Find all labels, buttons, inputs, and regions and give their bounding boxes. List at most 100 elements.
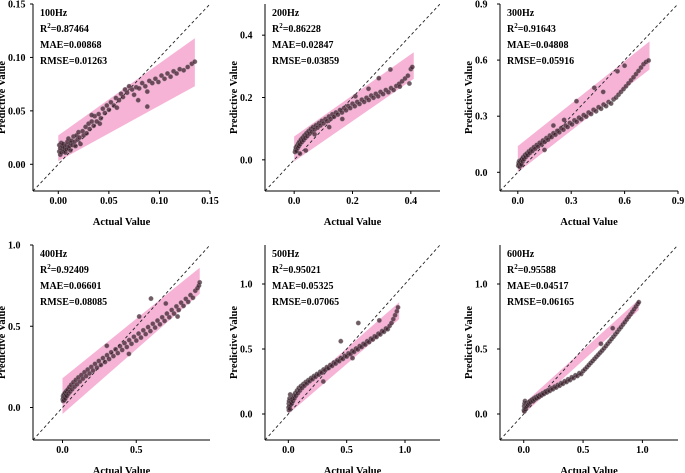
x-tick-label: 0.10	[151, 196, 169, 207]
r2-value: =0.95588	[518, 265, 556, 276]
data-point	[83, 373, 89, 379]
data-point	[150, 321, 156, 327]
x-tick-label: 0.00	[50, 196, 68, 207]
data-point	[380, 91, 386, 97]
data-point	[159, 73, 164, 79]
x-axis-title: Actual Value	[93, 217, 151, 228]
r2-label: R	[40, 24, 48, 35]
data-point	[144, 104, 150, 110]
identity-line	[500, 245, 678, 440]
x-tick-label: 0.6	[618, 196, 631, 207]
data-point	[76, 129, 81, 135]
data-point	[339, 116, 345, 122]
data-point	[569, 121, 575, 127]
data-point	[120, 94, 126, 100]
data-point	[113, 346, 119, 352]
panel-500hz: 0.0 0.5 1.0 0.0 0.5 1.0 Actual Value Predictive…	[229, 245, 440, 473]
data-point	[104, 103, 110, 108]
r2-stat: R2=0.91643	[507, 22, 556, 35]
data-point	[615, 68, 620, 74]
data-point	[145, 324, 151, 330]
data-point	[155, 318, 160, 324]
y-tick-label: 0.5	[240, 345, 253, 356]
data-point	[550, 123, 556, 128]
data-point	[73, 143, 78, 149]
panel-title: 100Hz	[40, 8, 68, 19]
data-point	[108, 349, 114, 355]
y-axis-title: Predictive Value	[0, 61, 8, 134]
x-axis-title: Actual Value	[560, 217, 618, 228]
plot-area	[33, 4, 210, 191]
data-point	[129, 341, 134, 347]
data-point	[181, 303, 186, 309]
data-point	[83, 124, 89, 130]
data-point	[129, 87, 135, 92]
x-tick-label: 0.05	[100, 196, 118, 207]
identity-line	[500, 4, 678, 191]
data-point	[149, 80, 155, 86]
mae-stat: MAE=0.04517	[507, 281, 569, 292]
data-point	[395, 304, 401, 310]
data-point	[110, 353, 116, 359]
data-point	[138, 335, 144, 341]
data-point	[136, 331, 142, 337]
x-tick-label: 0.5	[577, 445, 590, 456]
data-point	[397, 84, 403, 90]
data-point	[87, 370, 92, 376]
panel-title: 200Hz	[272, 8, 300, 19]
mae-stat: MAE=0.04808	[507, 40, 569, 51]
data-point	[124, 90, 130, 96]
data-point	[406, 81, 412, 86]
data-point	[561, 117, 567, 123]
panel-200hz: 0.0 0.2 0.4 0.0 0.2 0.4 Actual Value Predictive…	[229, 4, 440, 228]
r2-label: R	[40, 265, 48, 276]
panel-100hz: 0.00 0.05 0.10 0.15 0.00 0.05 0.10 0.15 Actual V…	[0, 0, 219, 228]
data-point	[152, 325, 158, 331]
data-point	[136, 314, 142, 319]
data-point	[142, 83, 148, 89]
data-point	[98, 115, 104, 121]
data-point	[100, 106, 106, 112]
data-point	[376, 317, 382, 323]
data-point	[136, 85, 142, 91]
y-axis-title: Predictive Value	[464, 306, 475, 379]
x-tick-label: 0.5	[130, 445, 143, 456]
data-point	[591, 85, 597, 91]
data-point	[78, 141, 83, 147]
x-axis-title: Actual Value	[560, 466, 618, 473]
data-point	[80, 376, 86, 382]
data-point	[135, 97, 141, 103]
mae-stat: MAE=0.00868	[40, 40, 102, 51]
data-point	[164, 311, 170, 317]
data-point	[391, 87, 397, 93]
data-point	[331, 114, 337, 120]
r2-value: =0.91643	[518, 24, 556, 35]
data-point	[102, 110, 108, 116]
data-point	[366, 97, 372, 103]
rmse-stat: RMSE=0.05916	[507, 56, 574, 67]
data-point	[320, 379, 326, 384]
data-point	[598, 341, 604, 347]
data-point	[552, 132, 558, 138]
data-point	[371, 95, 376, 101]
plot-area	[33, 245, 210, 440]
data-point	[91, 123, 97, 129]
data-point	[104, 352, 110, 358]
data-point	[355, 320, 361, 326]
data-point	[542, 147, 547, 153]
plot-area	[500, 245, 678, 440]
data-point	[96, 358, 102, 364]
r2-value: =0.92409	[51, 265, 89, 276]
data-point	[312, 131, 318, 137]
data-point	[636, 68, 641, 74]
y-tick-label: 0.3	[475, 112, 488, 123]
r2-label: R	[272, 24, 280, 35]
data-point	[197, 279, 203, 285]
mae-stat: MAE=0.05325	[272, 281, 334, 292]
data-point	[97, 121, 103, 127]
data-point	[387, 67, 393, 72]
data-point	[600, 89, 606, 95]
data-point	[126, 83, 132, 89]
y-tick-label: 1.0	[8, 241, 21, 252]
x-tick-label: 0.0	[56, 445, 69, 456]
